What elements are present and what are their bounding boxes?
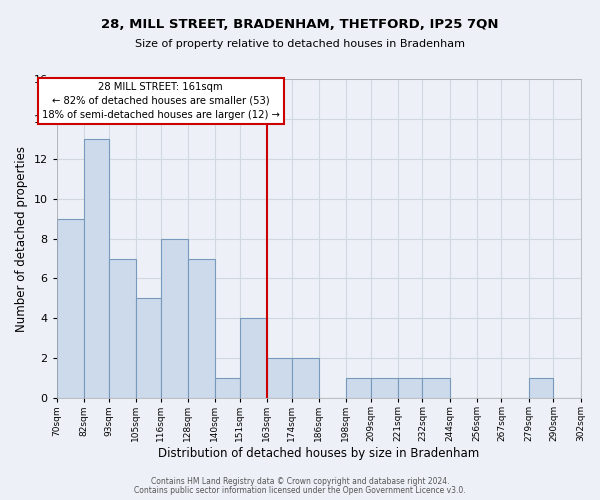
Y-axis label: Number of detached properties: Number of detached properties <box>15 146 28 332</box>
Bar <box>161 238 188 398</box>
Bar <box>57 218 84 398</box>
Text: Size of property relative to detached houses in Bradenham: Size of property relative to detached ho… <box>135 39 465 49</box>
Bar <box>109 258 136 398</box>
Bar <box>266 358 292 398</box>
Text: 28 MILL STREET: 161sqm
← 82% of detached houses are smaller (53)
18% of semi-det: 28 MILL STREET: 161sqm ← 82% of detached… <box>41 82 280 120</box>
Text: 28, MILL STREET, BRADENHAM, THETFORD, IP25 7QN: 28, MILL STREET, BRADENHAM, THETFORD, IP… <box>101 18 499 30</box>
Bar <box>84 139 109 398</box>
Bar <box>581 378 600 398</box>
Bar <box>529 378 553 398</box>
Bar <box>239 318 266 398</box>
Bar <box>215 378 239 398</box>
X-axis label: Distribution of detached houses by size in Bradenham: Distribution of detached houses by size … <box>158 447 479 460</box>
Text: Contains HM Land Registry data © Crown copyright and database right 2024.: Contains HM Land Registry data © Crown c… <box>151 477 449 486</box>
Bar <box>371 378 398 398</box>
Bar <box>422 378 449 398</box>
Bar <box>398 378 422 398</box>
Bar <box>346 378 371 398</box>
Text: Contains public sector information licensed under the Open Government Licence v3: Contains public sector information licen… <box>134 486 466 495</box>
Bar <box>136 298 161 398</box>
Bar <box>188 258 215 398</box>
Bar <box>292 358 319 398</box>
